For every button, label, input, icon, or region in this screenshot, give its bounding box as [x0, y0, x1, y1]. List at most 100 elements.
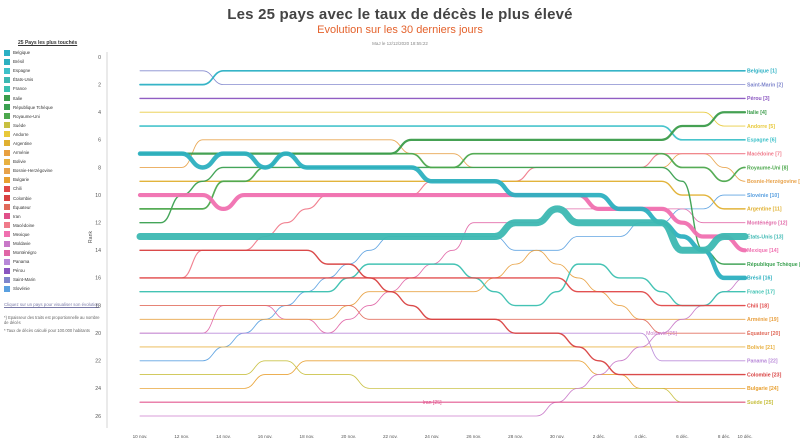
legend-item-chili[interactable]: Chili	[4, 184, 104, 193]
legend-item-panama[interactable]: Panama	[4, 257, 104, 266]
legend-label: Bosnie-Herzégovine	[13, 168, 53, 174]
legend-item-espagne[interactable]: Espagne	[4, 66, 104, 75]
inline-label-moldavie: Moldavie [25]	[646, 331, 677, 337]
legend-label: Pérou	[13, 268, 25, 274]
legend-item-italie[interactable]: Italie	[4, 93, 104, 102]
series-line-france[interactable]	[139, 263, 746, 307]
legend-item-perou[interactable]: Pérou	[4, 266, 104, 275]
legend-label: France	[13, 86, 27, 92]
legend-item-moldavie[interactable]: Moldavie	[4, 239, 104, 248]
series-line-panama[interactable]	[139, 332, 746, 362]
end-label-chili: Chili [18]	[747, 303, 769, 309]
y-tick-label: 0	[98, 55, 101, 61]
series-line-montenegro[interactable]	[139, 208, 746, 334]
legend-item-bulgarie[interactable]: Bulgarie	[4, 175, 104, 184]
end-label-slovenie: Slovénie [10]	[747, 193, 779, 199]
end-label-italie: Italie [4]	[747, 110, 767, 116]
legend-item-armenie[interactable]: Arménie	[4, 148, 104, 157]
chart-title: Les 25 pays avec le taux de décès le plu…	[227, 6, 573, 23]
note-rate: * Taux de décès calculé pour 100.000 hab…	[4, 327, 90, 333]
legend-item-france[interactable]: France	[4, 84, 104, 93]
legend-item-royaume-uni[interactable]: Royaume-Uni	[4, 112, 104, 121]
end-label-montenegro: Monténégro [12]	[747, 220, 788, 226]
legend-swatch	[4, 249, 10, 256]
y-tick-label: 12	[95, 220, 101, 226]
x-tick-label: 2 déc.	[593, 434, 606, 439]
legend-swatch	[4, 95, 10, 102]
series-line-etats-unis[interactable]	[136, 205, 749, 254]
series-line-suede[interactable]	[139, 360, 746, 403]
end-label-suede: Suède [25]	[747, 400, 774, 406]
series-line-espagne[interactable]	[139, 125, 746, 141]
series-line-macedoine[interactable]	[139, 153, 746, 279]
end-label-colombie: Colombie [23]	[747, 372, 782, 378]
legend-item-etats-unis[interactable]: États-Unis	[4, 75, 104, 84]
x-tick-label: 26 nov.	[466, 434, 481, 439]
end-label-royaume-uni: Royaume-Uni [8]	[747, 165, 788, 171]
legend-swatch	[4, 85, 10, 92]
legend-label: Royaume-Uni	[13, 113, 40, 119]
legend-item-saint-marin[interactable]: Saint-Marin	[4, 275, 104, 284]
x-tick-label: 28 nov.	[508, 434, 523, 439]
series-line-colombie[interactable]	[139, 249, 746, 376]
legend-item-mexique[interactable]: Mexique	[4, 230, 104, 239]
chart-subtitle: Evolution sur les 30 derniers jours	[317, 24, 483, 36]
series-line-bosnie-herzegovine[interactable]	[139, 139, 746, 182]
series-line-royaume-uni[interactable]	[139, 152, 746, 210]
legend-item-suede[interactable]: Suède	[4, 121, 104, 130]
end-label-saint-marin: Saint-Marin [2]	[747, 82, 783, 88]
legend-label: Suède	[13, 122, 26, 128]
end-label-belgique: Belgique [1]	[747, 69, 777, 75]
legend-swatch	[4, 267, 10, 274]
legend-item-andorre[interactable]: Andorre	[4, 130, 104, 139]
end-label-andorre: Andorre [5]	[747, 124, 775, 130]
series-line-saint-marin[interactable]	[139, 70, 746, 86]
legend-swatch	[4, 158, 10, 165]
legend-label: Belgique	[13, 50, 31, 56]
legend-swatch	[4, 122, 10, 129]
legend-item-macedoine[interactable]: Macédoine	[4, 221, 104, 230]
legend-label: Argentine	[13, 140, 32, 146]
series-line-italie[interactable]	[138, 111, 747, 155]
legend-item-iran[interactable]: Iran	[4, 212, 104, 221]
legend-item-slovenie[interactable]: Slovénie	[4, 284, 104, 293]
legend-swatch	[4, 76, 10, 83]
series-line-armenie[interactable]	[139, 249, 746, 320]
legend-swatch	[4, 58, 10, 65]
legend-item-montenegro[interactable]: Monténégro	[4, 248, 104, 257]
click-hint-link[interactable]: Cliquez sur un pays pour visualiser son …	[4, 301, 100, 307]
series-line-chili[interactable]	[139, 277, 746, 307]
legend-label: Moldavie	[13, 241, 31, 247]
legend-item-belgique[interactable]: Belgique	[4, 48, 104, 57]
series-end-labels: Belgique [1] Saint-Marin [2] Pérou [3] Ital…	[423, 69, 800, 406]
legend-item-bolivie[interactable]: Bolivie	[4, 157, 104, 166]
legend-label: Monténégro	[13, 250, 37, 256]
end-label-bolivie: Bolivie [21]	[747, 345, 775, 351]
y-tick-label: 24	[95, 386, 101, 392]
legend-label: Slovénie	[13, 286, 30, 292]
legend-label: Bolivie	[13, 159, 26, 165]
series-line-bresil[interactable]	[137, 151, 748, 281]
series-line-moldavie[interactable]	[139, 277, 746, 417]
series-line-belgique[interactable]	[139, 69, 746, 86]
legend-swatch	[4, 104, 10, 111]
legend-label: Arménie	[13, 150, 30, 156]
y-tick-label: 6	[98, 138, 101, 144]
y-tick-label: 20	[95, 331, 101, 337]
legend-item-bosnie-herzegovine[interactable]: Bosnie-Herzégovine	[4, 166, 104, 175]
legend-label: Italie	[13, 95, 23, 101]
y-tick-label: 14	[95, 248, 101, 254]
legend-item-bresil[interactable]: Brésil	[4, 57, 104, 66]
legend-item-republique-tcheque[interactable]: République Tchèque	[4, 103, 104, 112]
legend-swatch	[4, 185, 10, 192]
legend-item-equateur[interactable]: Équateur	[4, 203, 104, 212]
series-line-andorre[interactable]	[139, 111, 746, 127]
legend-swatch	[4, 140, 10, 147]
legend-label: Bulgarie	[13, 177, 30, 183]
legend-swatch	[4, 222, 10, 229]
legend-item-colombie[interactable]: Colombie	[4, 194, 104, 203]
legend-item-argentine[interactable]: Argentine	[4, 139, 104, 148]
legend-label: Panama	[13, 259, 30, 265]
legend-label: Saint-Marin	[13, 277, 36, 283]
